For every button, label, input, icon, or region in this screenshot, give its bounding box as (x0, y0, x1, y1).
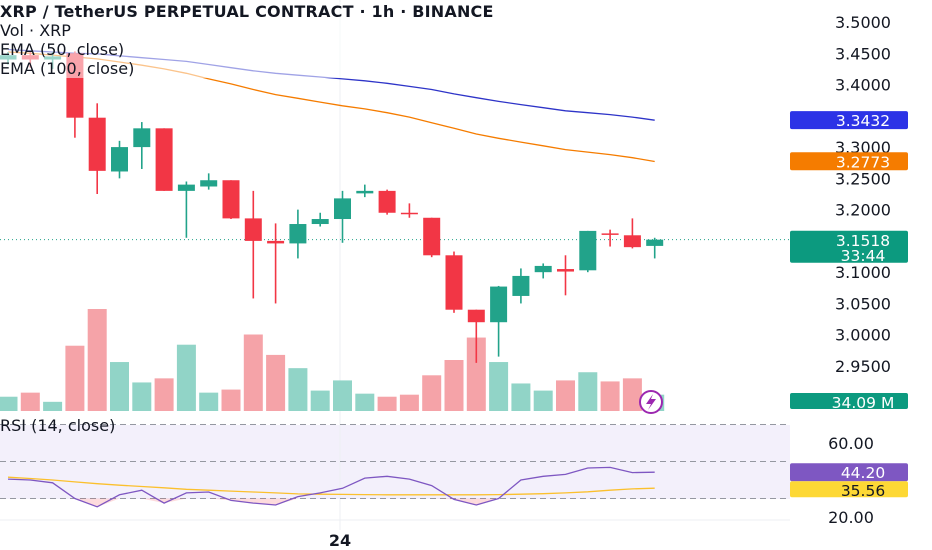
candle-body (400, 212, 418, 215)
volume-bar (110, 362, 129, 411)
volume-bar (43, 401, 63, 411)
ema100-legend[interactable]: EMA (100, close) (0, 59, 494, 78)
candle-body (356, 190, 374, 194)
volume-bar (288, 368, 308, 411)
price-badge-text: 33:44 (841, 247, 886, 265)
price-tick-label: 3.1000 (835, 263, 891, 282)
price-tick-label: 3.4000 (835, 76, 891, 95)
candle-body (601, 233, 619, 235)
price-tick-label: 3.2500 (835, 169, 891, 188)
price-tick-label: 3.2000 (835, 201, 891, 220)
ema100-badge-text: 3.3432 (836, 112, 890, 130)
time-label: 24 (329, 531, 351, 550)
candle-body (646, 239, 664, 246)
candle-body (334, 198, 351, 220)
volume-bar (87, 309, 107, 411)
candle-body (423, 217, 441, 256)
symbol-title[interactable]: XRP / TetherUS PERPETUAL CONTRACT · 1h ·… (0, 2, 494, 21)
volume-bar (355, 393, 375, 411)
ema50-legend[interactable]: EMA (50, close) (0, 40, 494, 59)
volume-bar (176, 344, 196, 411)
volume-bar (310, 390, 330, 411)
candle-body (244, 218, 262, 241)
volume-bar (221, 389, 241, 411)
candle-body (177, 184, 195, 191)
grid-lines (0, 0, 790, 530)
candle-body (88, 117, 106, 171)
volume-bar (489, 362, 509, 411)
price-tick-label: 3.0000 (835, 326, 891, 345)
volume-bar (622, 378, 642, 411)
rsi-ma-line (7, 476, 655, 496)
volume-legend[interactable]: Vol · XRP (0, 21, 494, 40)
candle-body (557, 269, 574, 272)
candle-body (623, 235, 641, 248)
volume-bar (20, 392, 40, 411)
candle-body (222, 180, 240, 219)
volume-bar (444, 360, 464, 411)
volume-bar (0, 396, 18, 411)
rsi-legend[interactable]: RSI (14, close) (0, 416, 116, 435)
oversold-fill (164, 498, 187, 504)
rsi-pane (0, 424, 790, 508)
oversold-fill (275, 498, 298, 505)
oversold-fill (431, 498, 454, 500)
candle-body (378, 190, 396, 213)
volume-badge-text: 34.09 M (832, 394, 895, 412)
volume-bar (132, 382, 152, 411)
ema100-badge (790, 111, 908, 130)
candle-body (579, 230, 597, 271)
volume-bar (399, 394, 419, 411)
candle-body (155, 128, 173, 191)
candle-body (111, 147, 128, 172)
ema50-badge-text: 3.2773 (836, 153, 890, 171)
volume-bar (556, 380, 575, 411)
volume-bar (266, 354, 286, 411)
rsi-ma-badge (790, 481, 908, 498)
ema50-badge (790, 152, 908, 171)
rsi-badge-text: 44.20 (841, 464, 885, 482)
rsi-ma-badge-text: 35.56 (841, 482, 885, 500)
volume-bar (243, 334, 263, 411)
volume-bar (65, 345, 85, 411)
price-badge-text: 3.1518 (836, 232, 890, 250)
price-tick-label: 3.4500 (835, 44, 891, 63)
volume-bar (199, 392, 219, 411)
candle-body (200, 180, 218, 187)
candle-body (289, 224, 307, 244)
volume-bar (533, 390, 553, 411)
oversold-fill (97, 498, 120, 507)
candle-body (267, 240, 285, 244)
rsi-badge (790, 463, 908, 482)
volume-bars (0, 309, 665, 411)
price-tick-label: 2.9500 (835, 357, 891, 376)
lightning-icon[interactable] (639, 390, 663, 414)
volume-bar (333, 380, 352, 411)
volume-bar (154, 378, 174, 411)
volume-bar (600, 381, 620, 411)
volume-bar (377, 396, 397, 411)
candle-body (133, 128, 151, 148)
candle-body (445, 255, 463, 310)
rsi-tick-label: 60.00 (828, 434, 874, 453)
price-axis[interactable]: 3.50003.45003.40003.30003.25003.20003.10… (828, 13, 891, 527)
price-badge (790, 230, 908, 263)
rsi-line (7, 466, 655, 508)
volume-bar (511, 383, 531, 411)
price-tick-label: 3.5000 (835, 13, 891, 32)
candle-body (490, 286, 508, 323)
candle-body (311, 219, 329, 225)
volume-bar (578, 372, 598, 411)
price-tick-label: 3.0500 (835, 294, 891, 313)
volume-badge (790, 393, 908, 409)
volume-bar (422, 375, 442, 411)
candle-body (534, 265, 552, 273)
volume-bar (466, 337, 486, 411)
candle-body (512, 275, 530, 296)
chart-legend: XRP / TetherUS PERPETUAL CONTRACT · 1h ·… (0, 2, 494, 78)
candle-body (467, 309, 485, 323)
rsi-tick-label: 20.00 (828, 508, 874, 527)
